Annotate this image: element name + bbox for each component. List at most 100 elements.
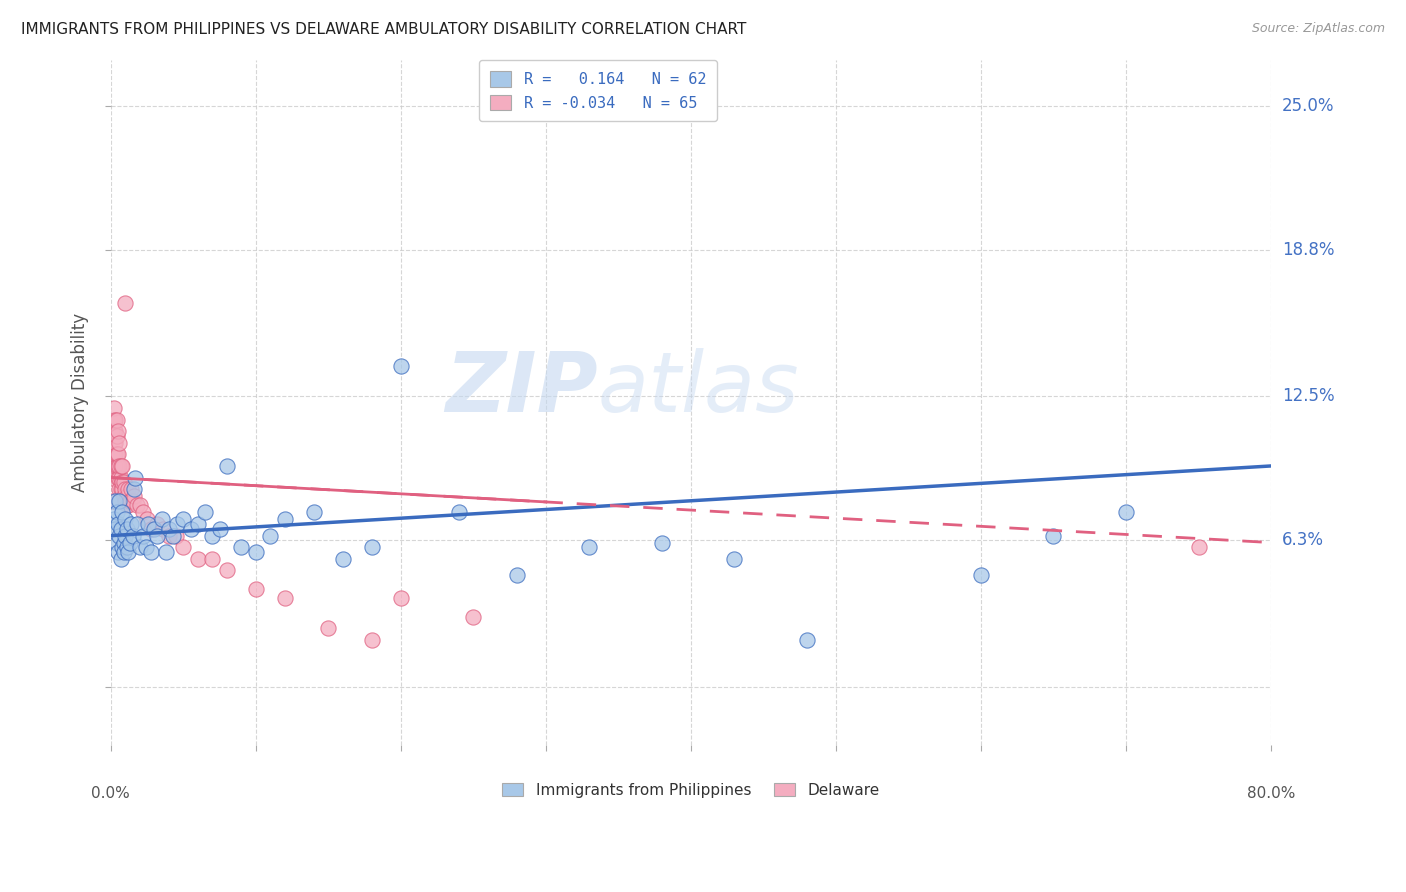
Point xyxy=(111,540,134,554)
Text: 12.5%: 12.5% xyxy=(1282,387,1334,405)
Point xyxy=(118,493,141,508)
Point xyxy=(152,522,174,536)
Point xyxy=(146,516,169,531)
Point xyxy=(107,458,129,473)
Point xyxy=(463,610,485,624)
Point xyxy=(108,458,131,473)
Point xyxy=(105,535,128,549)
Point xyxy=(651,535,673,549)
Point xyxy=(187,516,209,531)
Point xyxy=(143,522,166,536)
Point xyxy=(141,522,163,536)
Point xyxy=(121,528,143,542)
Point xyxy=(115,522,138,536)
Text: IMMIGRANTS FROM PHILIPPINES VS DELAWARE AMBULATORY DISABILITY CORRELATION CHART: IMMIGRANTS FROM PHILIPPINES VS DELAWARE … xyxy=(21,22,747,37)
Point xyxy=(796,633,818,648)
Point xyxy=(104,493,127,508)
Point xyxy=(107,447,129,461)
Point xyxy=(112,535,135,549)
Point xyxy=(111,475,134,490)
Point xyxy=(1115,505,1137,519)
Point xyxy=(101,447,124,461)
Point xyxy=(155,545,177,559)
Point xyxy=(208,522,231,536)
Point xyxy=(389,591,412,606)
Point xyxy=(194,505,217,519)
Point xyxy=(274,591,297,606)
Point xyxy=(117,499,139,513)
Point xyxy=(117,482,139,496)
Point xyxy=(215,458,238,473)
Point xyxy=(259,528,281,542)
Point xyxy=(578,540,600,554)
Point xyxy=(131,528,153,542)
Point xyxy=(107,516,129,531)
Point xyxy=(104,412,127,426)
Point xyxy=(105,412,128,426)
Point xyxy=(103,435,125,450)
Text: atlas: atlas xyxy=(598,348,800,429)
Point xyxy=(970,568,993,582)
Legend: Immigrants from Philippines, Delaware: Immigrants from Philippines, Delaware xyxy=(495,775,887,805)
Text: 25.0%: 25.0% xyxy=(1282,97,1334,115)
Point xyxy=(110,482,132,496)
Point xyxy=(111,482,134,496)
Point xyxy=(172,512,194,526)
Point xyxy=(115,489,138,503)
Point xyxy=(111,458,134,473)
Point xyxy=(121,493,143,508)
Point xyxy=(138,516,160,531)
Point xyxy=(103,512,125,526)
Point xyxy=(135,540,157,554)
Point xyxy=(112,475,135,490)
Point xyxy=(165,528,187,542)
Point xyxy=(1042,528,1064,542)
Point xyxy=(141,545,163,559)
Text: ZIP: ZIP xyxy=(446,348,598,429)
Point xyxy=(201,551,224,566)
Point xyxy=(128,540,150,554)
Point xyxy=(131,505,153,519)
Point xyxy=(124,470,146,484)
Point xyxy=(120,516,142,531)
Point xyxy=(172,540,194,554)
Point xyxy=(105,429,128,443)
Point xyxy=(318,622,340,636)
Text: 0.0%: 0.0% xyxy=(91,786,131,801)
Point xyxy=(118,535,141,549)
Text: 6.3%: 6.3% xyxy=(1282,532,1324,549)
Point xyxy=(302,505,325,519)
Point xyxy=(150,512,173,526)
Point xyxy=(112,489,135,503)
Point xyxy=(157,528,180,542)
Point xyxy=(157,522,180,536)
Point xyxy=(506,568,529,582)
Point xyxy=(114,528,136,542)
Point xyxy=(447,505,470,519)
Point xyxy=(1187,540,1209,554)
Y-axis label: Ambulatory Disability: Ambulatory Disability xyxy=(72,312,89,491)
Point xyxy=(110,522,132,536)
Point xyxy=(108,435,131,450)
Point xyxy=(110,551,132,566)
Point xyxy=(114,296,136,310)
Point xyxy=(104,458,127,473)
Point xyxy=(125,516,148,531)
Point xyxy=(128,499,150,513)
Point xyxy=(723,551,745,566)
Text: 80.0%: 80.0% xyxy=(1247,786,1295,801)
Point xyxy=(122,482,145,496)
Point xyxy=(107,470,129,484)
Point xyxy=(187,551,209,566)
Point xyxy=(107,545,129,559)
Point xyxy=(245,582,267,596)
Point xyxy=(180,522,202,536)
Point xyxy=(108,470,131,484)
Text: Source: ZipAtlas.com: Source: ZipAtlas.com xyxy=(1251,22,1385,36)
Point xyxy=(122,489,145,503)
Point xyxy=(112,545,135,559)
Point xyxy=(105,505,128,519)
Point xyxy=(114,493,136,508)
Point xyxy=(115,540,138,554)
Point xyxy=(110,458,132,473)
